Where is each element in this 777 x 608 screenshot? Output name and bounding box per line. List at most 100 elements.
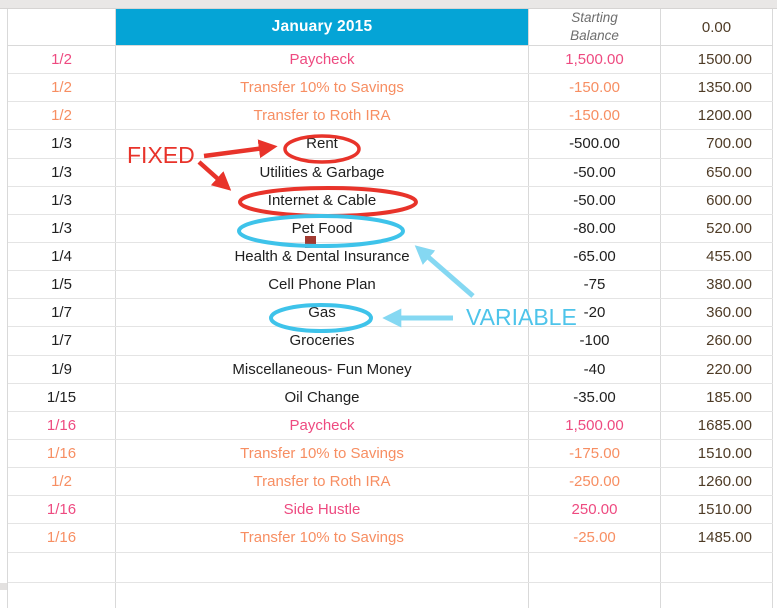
- row-amount-cell[interactable]: -150.00: [529, 74, 661, 102]
- row-description-cell[interactable]: Gas: [116, 299, 529, 327]
- empty-cell[interactable]: [529, 583, 661, 608]
- row-amount-cell[interactable]: 250.00: [529, 496, 661, 524]
- row-amount-cell[interactable]: 1,500.00: [529, 46, 661, 74]
- empty-cell[interactable]: [116, 552, 529, 583]
- row-description-cell[interactable]: Side Hustle: [116, 496, 529, 524]
- transaction-row: 1/16 Transfer 10% to Savings -175.00 151…: [8, 439, 773, 469]
- row-balance-cell[interactable]: 455.00: [661, 242, 773, 271]
- row-date-cell[interactable]: 1/16: [8, 524, 116, 552]
- row-amount-cell[interactable]: -50.00: [529, 158, 661, 186]
- row-amount-cell[interactable]: -25.00: [529, 524, 661, 552]
- row-date-cell[interactable]: 1/15: [8, 383, 116, 411]
- row-amount-cell[interactable]: -50.00: [529, 186, 661, 214]
- row-date-cell[interactable]: 1/2: [8, 468, 116, 496]
- row-date-cell[interactable]: 1/16: [8, 439, 116, 468]
- row-date-cell[interactable]: 1/7: [8, 327, 116, 355]
- row-date-cell[interactable]: 1/16: [8, 411, 116, 439]
- empty-cell[interactable]: [661, 552, 773, 583]
- row-date-cell[interactable]: 1/7: [8, 299, 116, 327]
- starting-balance-label: Starting Balance: [570, 10, 619, 43]
- row-amount-cell[interactable]: -80.00: [529, 214, 661, 242]
- transaction-row: 1/16 Paycheck 1,500.00 1685.00: [8, 411, 773, 440]
- empty-row: [8, 552, 773, 584]
- row-date-cell[interactable]: 1/9: [8, 355, 116, 383]
- row-balance-cell[interactable]: 1500.00: [661, 46, 773, 74]
- row-description-cell[interactable]: Pet Food: [116, 214, 529, 242]
- row-amount-cell[interactable]: -175.00: [529, 439, 661, 468]
- row-description-cell[interactable]: Transfer to Roth IRA: [116, 468, 529, 496]
- header-date-cell[interactable]: [8, 9, 116, 45]
- row-balance-cell[interactable]: 380.00: [661, 271, 773, 299]
- row-description-cell[interactable]: Paycheck: [116, 411, 529, 439]
- row-date-cell[interactable]: 1/16: [8, 496, 116, 524]
- row-date-cell[interactable]: 1/4: [8, 242, 116, 271]
- row-date-cell[interactable]: 1/3: [8, 158, 116, 186]
- row-description-cell[interactable]: Rent: [116, 130, 529, 158]
- transaction-row: 1/16 Transfer 10% to Savings -25.00 1485…: [8, 524, 773, 553]
- row-balance-cell[interactable]: 1685.00: [661, 411, 773, 439]
- row-balance-cell[interactable]: 260.00: [661, 327, 773, 355]
- empty-cell[interactable]: [661, 583, 773, 608]
- transaction-row: 1/2 Transfer to Roth IRA -250.00 1260.00: [8, 468, 773, 497]
- row-amount-cell[interactable]: -250.00: [529, 468, 661, 496]
- row-description-cell[interactable]: Transfer to Roth IRA: [116, 102, 529, 130]
- row-balance-cell[interactable]: 1200.00: [661, 102, 773, 130]
- row-amount-cell[interactable]: -40: [529, 355, 661, 383]
- row-amount-cell[interactable]: -150.00: [529, 102, 661, 130]
- row-description-cell[interactable]: Internet & Cable: [116, 186, 529, 214]
- row-description-cell[interactable]: Health & Dental Insurance: [116, 242, 529, 271]
- row-balance-cell[interactable]: 185.00: [661, 383, 773, 411]
- row-description-cell[interactable]: Oil Change: [116, 383, 529, 411]
- sheet-edge-patch: [0, 583, 7, 590]
- header-row: January 2015 Starting Balance 0.00: [8, 9, 773, 46]
- row-amount-cell[interactable]: -75: [529, 271, 661, 299]
- empty-cell[interactable]: [8, 583, 116, 608]
- row-description-cell[interactable]: Paycheck: [116, 46, 529, 74]
- empty-cell[interactable]: [8, 552, 116, 583]
- row-amount-cell[interactable]: -20: [529, 299, 661, 327]
- transaction-row: 1/7 Gas -20 360.00: [8, 299, 773, 328]
- month-banner[interactable]: January 2015: [116, 9, 529, 45]
- transaction-row: 1/15 Oil Change -35.00 185.00: [8, 383, 773, 412]
- spreadsheet-grid: January 2015 Starting Balance 0.00 1/2 P…: [7, 9, 773, 608]
- row-description-cell[interactable]: Transfer 10% to Savings: [116, 524, 529, 552]
- sheet-top-strip: [0, 0, 777, 9]
- row-amount-cell[interactable]: -500.00: [529, 130, 661, 158]
- row-description-cell[interactable]: Miscellaneous- Fun Money: [116, 355, 529, 383]
- row-date-cell[interactable]: 1/2: [8, 74, 116, 102]
- row-description-cell[interactable]: Utilities & Garbage: [116, 158, 529, 186]
- starting-balance-header[interactable]: Starting Balance: [529, 9, 661, 45]
- row-amount-cell[interactable]: 1,500.00: [529, 411, 661, 439]
- row-balance-cell[interactable]: 520.00: [661, 214, 773, 242]
- empty-cell[interactable]: [116, 583, 529, 608]
- row-date-cell[interactable]: 1/2: [8, 46, 116, 74]
- row-balance-cell[interactable]: 650.00: [661, 158, 773, 186]
- row-balance-cell[interactable]: 700.00: [661, 130, 773, 158]
- row-balance-cell[interactable]: 1260.00: [661, 468, 773, 496]
- row-description-cell[interactable]: Transfer 10% to Savings: [116, 439, 529, 468]
- row-amount-cell[interactable]: -100: [529, 327, 661, 355]
- row-balance-cell[interactable]: 1485.00: [661, 524, 773, 552]
- row-balance-cell[interactable]: 1350.00: [661, 74, 773, 102]
- row-balance-cell[interactable]: 360.00: [661, 299, 773, 327]
- row-amount-cell[interactable]: -65.00: [529, 242, 661, 271]
- transaction-row: 1/9 Miscellaneous- Fun Money -40 220.00: [8, 355, 773, 384]
- starting-balance-value[interactable]: 0.00: [661, 9, 773, 45]
- row-date-cell[interactable]: 1/3: [8, 214, 116, 242]
- transaction-row: 1/3 Utilities & Garbage -50.00 650.00: [8, 158, 773, 187]
- empty-cell[interactable]: [529, 552, 661, 583]
- transaction-row: 1/2 Transfer 10% to Savings -150.00 1350…: [8, 74, 773, 103]
- row-amount-cell[interactable]: -35.00: [529, 383, 661, 411]
- row-balance-cell[interactable]: 1510.00: [661, 496, 773, 524]
- row-date-cell[interactable]: 1/2: [8, 102, 116, 130]
- row-date-cell[interactable]: 1/5: [8, 271, 116, 299]
- transactions-body: 1/2 Paycheck 1,500.00 1500.00 1/2 Transf…: [8, 46, 773, 553]
- row-date-cell[interactable]: 1/3: [8, 130, 116, 158]
- row-description-cell[interactable]: Cell Phone Plan: [116, 271, 529, 299]
- row-description-cell[interactable]: Transfer 10% to Savings: [116, 74, 529, 102]
- row-balance-cell[interactable]: 600.00: [661, 186, 773, 214]
- row-balance-cell[interactable]: 220.00: [661, 355, 773, 383]
- row-description-cell[interactable]: Groceries: [116, 327, 529, 355]
- row-date-cell[interactable]: 1/3: [8, 186, 116, 214]
- row-balance-cell[interactable]: 1510.00: [661, 439, 773, 468]
